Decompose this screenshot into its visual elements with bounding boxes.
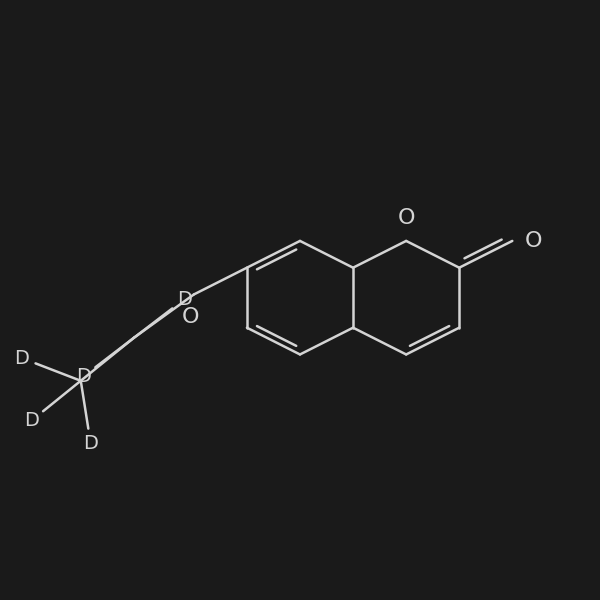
- Text: O: O: [181, 307, 199, 328]
- Text: O: O: [397, 208, 415, 228]
- Text: O: O: [525, 231, 543, 251]
- Text: D: D: [176, 290, 191, 309]
- Text: D: D: [24, 411, 39, 430]
- Text: D: D: [14, 349, 29, 368]
- Text: D: D: [76, 367, 91, 386]
- Text: D: D: [83, 434, 98, 453]
